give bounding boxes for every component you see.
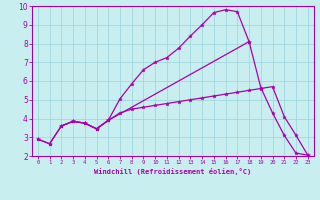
X-axis label: Windchill (Refroidissement éolien,°C): Windchill (Refroidissement éolien,°C) <box>94 168 252 175</box>
